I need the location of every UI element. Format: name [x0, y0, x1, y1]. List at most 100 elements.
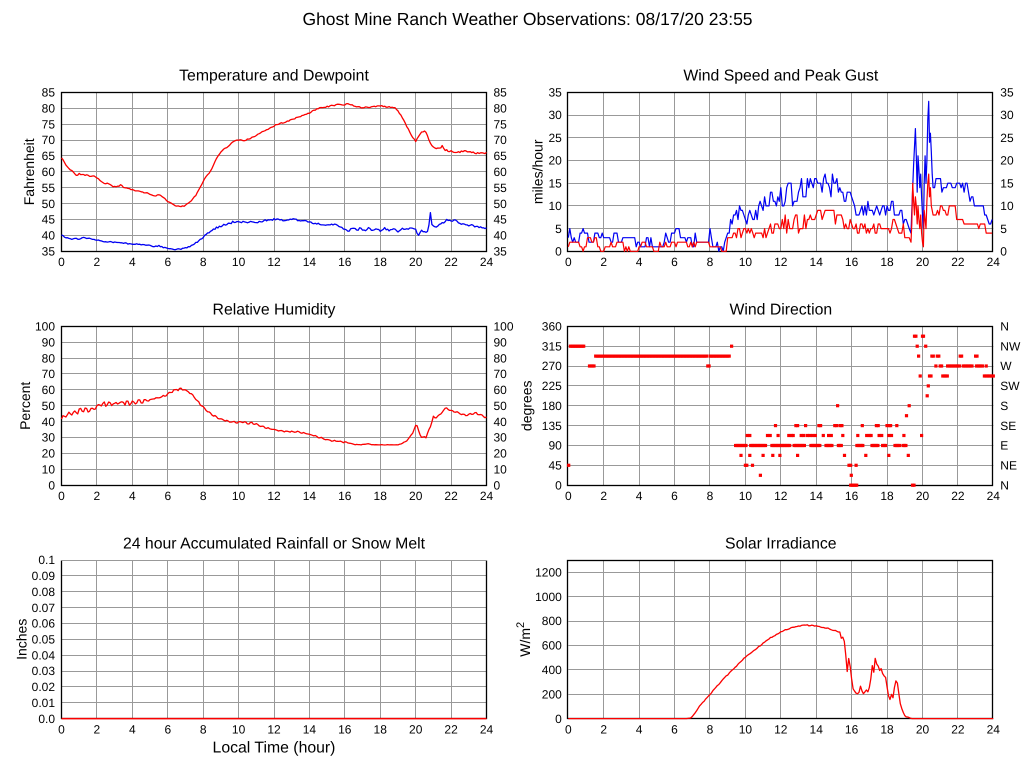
svg-text:2: 2: [94, 722, 101, 736]
svg-text:Wind Speed and Peak Gust: Wind Speed and Peak Gust: [683, 68, 879, 85]
svg-text:20: 20: [1000, 154, 1014, 168]
svg-text:24: 24: [987, 722, 1001, 736]
svg-text:600: 600: [542, 639, 562, 653]
svg-text:100: 100: [35, 320, 55, 334]
svg-text:40: 40: [42, 415, 56, 429]
svg-text:Inches: Inches: [14, 619, 30, 660]
svg-text:40: 40: [494, 229, 508, 243]
svg-text:55: 55: [494, 181, 508, 195]
svg-text:360: 360: [542, 320, 562, 334]
svg-text:10: 10: [494, 463, 508, 477]
svg-text:N: N: [1000, 320, 1009, 334]
svg-text:0: 0: [58, 489, 65, 503]
svg-text:8: 8: [200, 489, 207, 503]
svg-text:6: 6: [671, 255, 678, 269]
svg-text:8: 8: [707, 489, 714, 503]
svg-text:20: 20: [409, 489, 423, 503]
svg-text:4: 4: [636, 489, 643, 503]
svg-text:22: 22: [951, 489, 965, 503]
svg-text:18: 18: [880, 722, 894, 736]
svg-text:22: 22: [444, 489, 458, 503]
svg-text:20: 20: [42, 447, 56, 461]
svg-text:0: 0: [555, 712, 562, 726]
svg-text:4: 4: [636, 722, 643, 736]
svg-text:0: 0: [565, 255, 572, 269]
svg-text:2: 2: [94, 255, 101, 269]
svg-text:0: 0: [565, 722, 572, 736]
svg-text:0: 0: [555, 478, 562, 492]
svg-text:24 hour Accumulated Rainfall o: 24 hour Accumulated Rainfall or Snow Mel…: [123, 535, 426, 552]
svg-text:Temperature and Dewpoint: Temperature and Dewpoint: [179, 68, 369, 85]
svg-text:0: 0: [48, 478, 55, 492]
svg-text:miles/hour: miles/hour: [530, 139, 546, 204]
svg-text:N: N: [1000, 478, 1009, 492]
svg-text:50: 50: [494, 399, 508, 413]
svg-text:80: 80: [494, 101, 508, 115]
svg-text:135: 135: [542, 419, 562, 433]
svg-text:5: 5: [555, 222, 562, 236]
svg-text:24: 24: [480, 255, 494, 269]
svg-text:60: 60: [42, 165, 56, 179]
svg-text:0: 0: [58, 722, 65, 736]
svg-text:16: 16: [845, 255, 859, 269]
svg-text:4: 4: [129, 722, 136, 736]
svg-text:400: 400: [542, 663, 562, 677]
svg-text:0.06: 0.06: [32, 617, 56, 631]
svg-text:2: 2: [600, 722, 607, 736]
svg-text:14: 14: [810, 489, 824, 503]
svg-text:14: 14: [303, 722, 317, 736]
svg-text:35: 35: [1000, 86, 1014, 100]
svg-text:65: 65: [494, 149, 508, 163]
svg-text:50: 50: [494, 197, 508, 211]
svg-text:5: 5: [1000, 222, 1007, 236]
svg-text:8: 8: [200, 722, 207, 736]
svg-text:Ghost Mine Ranch Weather Obser: Ghost Mine Ranch Weather Observations: 0…: [302, 9, 752, 29]
svg-text:12: 12: [774, 722, 788, 736]
svg-text:0: 0: [58, 255, 65, 269]
svg-text:24: 24: [480, 489, 494, 503]
svg-text:90: 90: [42, 335, 56, 349]
svg-text:SW: SW: [1000, 379, 1020, 393]
svg-text:60: 60: [494, 165, 508, 179]
svg-text:10: 10: [1000, 199, 1014, 213]
svg-text:Percent: Percent: [17, 382, 33, 430]
svg-text:10: 10: [42, 463, 56, 477]
svg-text:20: 20: [916, 255, 930, 269]
svg-text:14: 14: [303, 255, 317, 269]
svg-text:10: 10: [232, 722, 246, 736]
svg-text:18: 18: [880, 255, 894, 269]
svg-text:80: 80: [42, 351, 56, 365]
svg-text:22: 22: [444, 255, 458, 269]
svg-text:60: 60: [494, 383, 508, 397]
svg-text:40: 40: [494, 415, 508, 429]
svg-text:0: 0: [1000, 245, 1007, 259]
svg-text:10: 10: [548, 199, 562, 213]
svg-text:55: 55: [42, 181, 56, 195]
svg-text:Local Time (hour): Local Time (hour): [213, 740, 336, 757]
svg-text:16: 16: [338, 255, 352, 269]
svg-text:20: 20: [548, 154, 562, 168]
svg-text:75: 75: [494, 117, 508, 131]
svg-text:45: 45: [42, 213, 56, 227]
svg-text:0: 0: [494, 478, 501, 492]
svg-text:800: 800: [542, 614, 562, 628]
svg-text:45: 45: [494, 213, 508, 227]
svg-text:16: 16: [338, 722, 352, 736]
svg-text:8: 8: [707, 722, 714, 736]
svg-text:25: 25: [548, 131, 562, 145]
svg-text:12: 12: [774, 255, 788, 269]
svg-text:50: 50: [42, 197, 56, 211]
svg-text:6: 6: [671, 489, 678, 503]
svg-text:50: 50: [42, 399, 56, 413]
svg-text:Relative Humidity: Relative Humidity: [213, 302, 336, 319]
svg-text:75: 75: [42, 117, 56, 131]
svg-text:NE: NE: [1000, 459, 1017, 473]
svg-text:14: 14: [810, 722, 824, 736]
svg-text:15: 15: [548, 176, 562, 190]
svg-text:35: 35: [548, 86, 562, 100]
svg-text:180: 180: [542, 399, 562, 413]
svg-text:2: 2: [94, 489, 101, 503]
svg-text:45: 45: [548, 459, 562, 473]
svg-text:30: 30: [494, 431, 508, 445]
svg-text:20: 20: [916, 722, 930, 736]
